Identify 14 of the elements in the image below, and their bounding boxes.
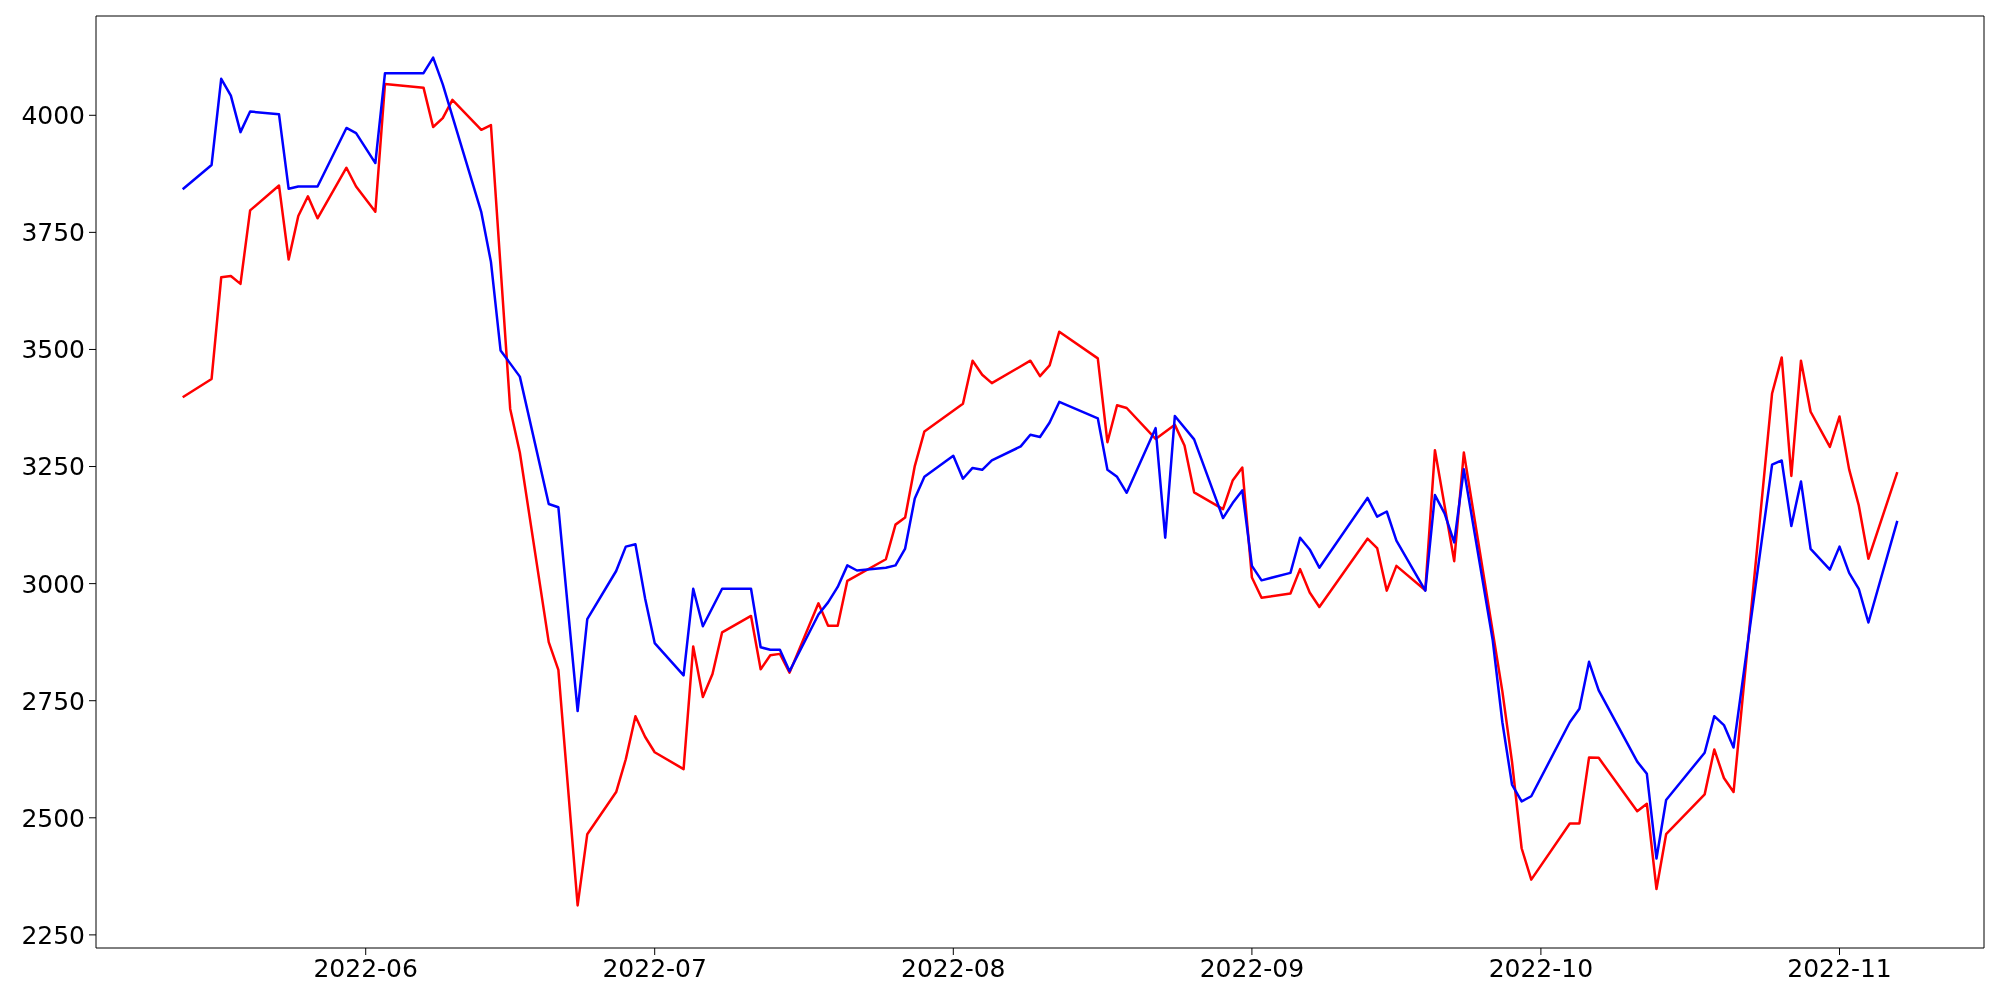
x-tick-label: 2022-08 [901, 953, 1006, 983]
y-tick-label: 4000 [21, 101, 85, 131]
x-tick-label: 2022-06 [313, 953, 418, 983]
x-tick-label: 2022-11 [1787, 953, 1892, 983]
y-tick-label: 3500 [21, 335, 85, 365]
y-tick-label: 3250 [21, 452, 85, 482]
x-tick-label: 2022-09 [1199, 953, 1305, 983]
y-tick-label: 2500 [21, 803, 85, 833]
y-tick-label: 3750 [21, 218, 85, 248]
y-tick-label: 3000 [21, 569, 85, 599]
x-tick-label: 2022-10 [1488, 953, 1594, 983]
x-tick-label: 2022-07 [602, 953, 707, 983]
y-tick-label: 2750 [21, 686, 85, 716]
y-tick-label: 2250 [21, 920, 85, 950]
